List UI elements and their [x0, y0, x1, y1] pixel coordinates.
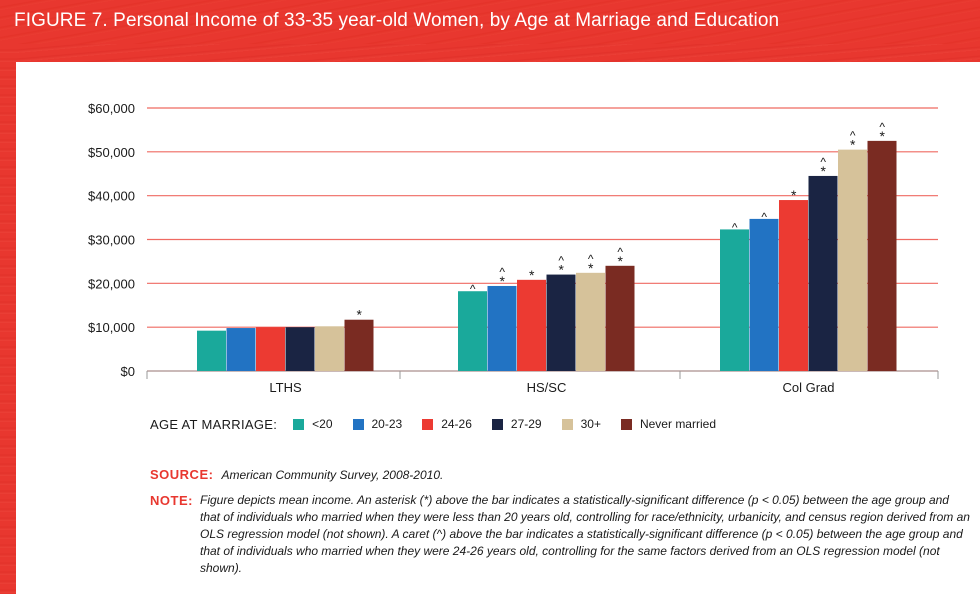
x-tick-label: HS/SC: [527, 380, 567, 395]
significance-asterisk: *: [588, 260, 594, 276]
significance-caret: ^: [732, 220, 738, 234]
x-tick-label: LTHS: [269, 380, 302, 395]
note-text: Figure depicts mean income. An asterisk …: [200, 493, 970, 575]
legend-label: 24-26: [441, 417, 472, 431]
legend-item: 20-23: [352, 417, 403, 431]
significance-asterisk: *: [791, 187, 797, 203]
decorative-left-strip: [0, 44, 16, 594]
y-tick-label: $60,000: [88, 101, 135, 116]
legend-label: 20-23: [371, 417, 403, 431]
y-tick-label: $40,000: [88, 189, 135, 204]
y-tick-label: $20,000: [88, 276, 135, 291]
bar: [838, 149, 867, 371]
significance-asterisk: *: [529, 267, 535, 283]
significance-caret: ^: [558, 254, 564, 268]
legend-item: Never married: [620, 417, 716, 431]
legend-swatch: [293, 418, 305, 430]
bar: [197, 330, 226, 371]
legend-title: AGE AT MARRIAGE:: [150, 416, 278, 432]
significance-caret: ^: [820, 155, 826, 169]
significance-asterisk: *: [618, 253, 624, 269]
note-block: NOTE: Figure depicts mean income. An ast…: [150, 492, 970, 577]
bar: [546, 274, 576, 371]
y-tick-label: $30,000: [88, 233, 135, 248]
legend-swatch: [352, 418, 364, 430]
significance-asterisk: *: [821, 163, 827, 179]
source-label: SOURCE:: [150, 467, 214, 482]
y-tick-label: $0: [121, 364, 135, 379]
significance-caret: ^: [499, 265, 505, 279]
legend-item: 24-26: [422, 417, 472, 431]
significance-caret: ^: [761, 210, 767, 224]
bar: [808, 175, 838, 371]
source-line: SOURCE: American Community Survey, 2008-2…: [150, 467, 443, 482]
legend-swatch: [422, 418, 434, 430]
bar: [315, 326, 344, 371]
bar: [605, 265, 635, 371]
bar: [458, 291, 487, 371]
bar: [344, 319, 374, 371]
figure-title: FIGURE 7. Personal Income of 33-35 year-…: [14, 10, 780, 31]
legend-label: <20: [312, 417, 333, 431]
significance-caret: ^: [850, 129, 856, 143]
legend-item: <20: [293, 417, 333, 431]
bar: [576, 272, 605, 371]
legend-label: Never married: [639, 417, 716, 431]
bar: [487, 285, 517, 371]
legend-swatch: [561, 418, 573, 430]
source-text: American Community Survey, 2008-2010.: [221, 468, 444, 482]
significance-asterisk: *: [357, 307, 363, 323]
y-tick-label: $10,000: [88, 320, 135, 335]
legend-item: 30+: [561, 417, 601, 431]
y-tick-label: $50,000: [88, 145, 135, 160]
bar: [285, 327, 315, 371]
significance-asterisk: *: [880, 128, 886, 144]
bar: [749, 218, 779, 371]
significance-asterisk: *: [500, 273, 506, 289]
bar: [867, 140, 897, 371]
note-label: NOTE:: [150, 493, 193, 508]
bar: [517, 279, 546, 371]
bar: [226, 328, 256, 371]
bar: [720, 229, 749, 371]
bar: [256, 327, 285, 371]
legend: AGE AT MARRIAGE: <20 20-23 24-26 27-29 30+ Ne…: [150, 414, 736, 434]
significance-caret: ^: [470, 282, 476, 296]
bar: [779, 200, 808, 371]
figure-header: FIGURE 7. Personal Income of 33-35 year-…: [0, 0, 980, 44]
significance-asterisk: *: [559, 262, 565, 278]
legend-items: <20 20-23 24-26 27-29 30+ Never married: [293, 417, 736, 431]
legend-swatch: [491, 418, 503, 430]
legend-label: 27-29: [510, 417, 542, 431]
significance-caret: ^: [588, 252, 594, 266]
legend-label: 30+: [580, 417, 601, 431]
significance-caret: ^: [617, 245, 623, 259]
legend-swatch: [620, 418, 632, 430]
significance-asterisk: *: [850, 137, 856, 153]
significance-caret: ^: [879, 120, 885, 134]
decorative-top-strip: [16, 44, 980, 62]
legend-item: 27-29: [491, 417, 542, 431]
x-tick-label: Col Grad: [782, 380, 834, 395]
